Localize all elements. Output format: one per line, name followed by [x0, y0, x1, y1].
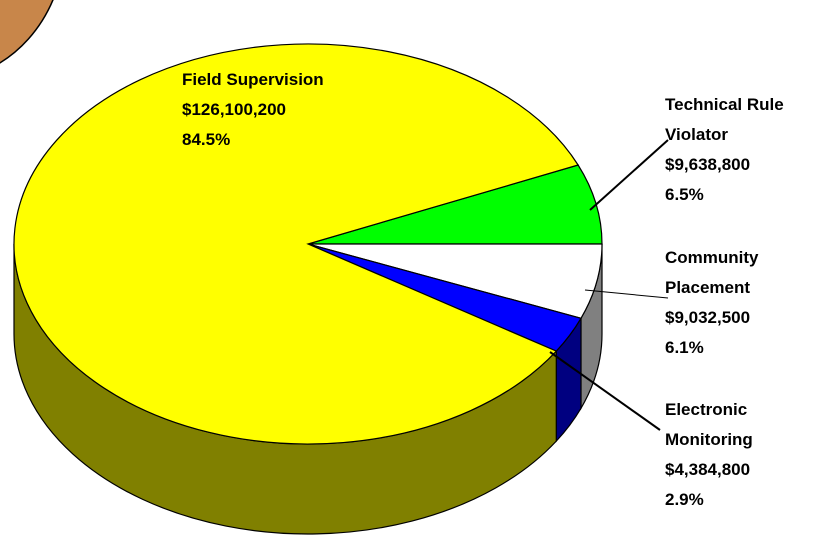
leader-line [584, 289, 669, 299]
leader-line [589, 139, 669, 211]
value-label: $9,638,800 [665, 155, 751, 174]
category-label: Field Supervision [182, 70, 324, 89]
value-label: $126,100,200 [182, 100, 286, 119]
data-label: Field Supervision $126,100,200 84.5% [182, 65, 442, 155]
percent-label: 6.1% [665, 338, 704, 357]
leader-line [549, 351, 661, 431]
category-label: Community Placement [665, 248, 759, 297]
percent-label: 84.5% [182, 130, 231, 149]
category-label: Electronic Monitoring [665, 400, 753, 449]
percent-label: 6.5% [665, 185, 704, 204]
pie-slice [13, 43, 580, 445]
percent-label: 2.9% [665, 490, 704, 509]
background-shape [0, 0, 54, 64]
data-label: Community Placement $9,032,500 6.1% [665, 243, 800, 363]
data-label: Technical Rule Violator $9,638,800 6.5% [665, 90, 815, 210]
category-label: Technical Rule Violator [665, 95, 784, 144]
value-label: $9,032,500 [665, 308, 751, 327]
value-label: $4,384,800 [665, 460, 751, 479]
data-label: Electronic Monitoring $4,384,800 2.9% [665, 395, 800, 515]
